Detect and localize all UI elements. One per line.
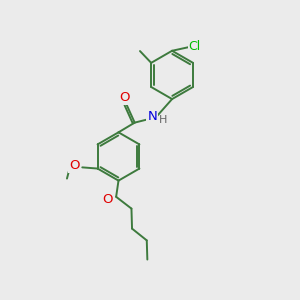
Text: Cl: Cl [189,40,201,53]
Text: O: O [120,92,130,104]
Text: O: O [69,158,80,172]
Text: H: H [159,115,167,125]
Text: N: N [148,110,157,123]
Text: O: O [103,193,113,206]
